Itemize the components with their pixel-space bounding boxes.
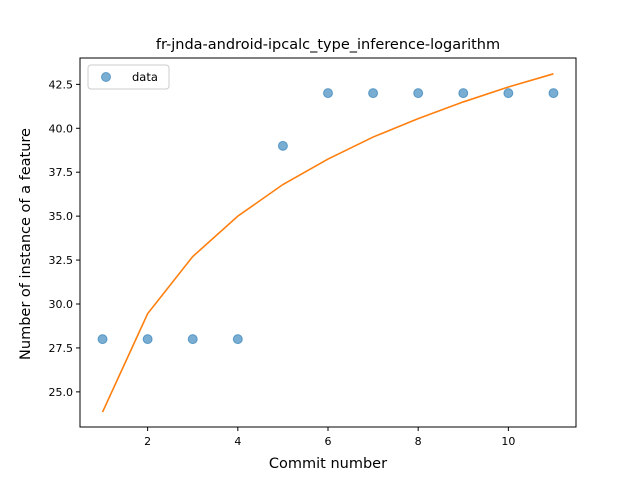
x-tick-label: 4 [234, 435, 241, 448]
plot-area: 2 4 6 8 10 25.0 27.5 30.0 32.5 35.0 37.5 40.0 42.5 [49, 57, 577, 448]
y-tick-label: 37.5 [49, 166, 74, 179]
y-tick-label: 27.5 [49, 342, 74, 355]
y-tick-label: 42.5 [49, 78, 74, 91]
data-point [187, 334, 198, 345]
chart-title: fr-jnda-android-ipcalc_type_inference-lo… [156, 37, 500, 53]
data-point [458, 88, 469, 99]
legend-label: data [132, 70, 158, 84]
data-point [142, 334, 153, 345]
y-tick-label: 30.0 [49, 298, 74, 311]
legend: data [87, 64, 170, 90]
legend-marker [101, 72, 111, 82]
y-axis-label: Number of instance of a feature [18, 128, 34, 360]
y-tick-label: 40.0 [49, 122, 74, 135]
x-tick-label: 6 [325, 435, 332, 448]
y-tick-label: 32.5 [49, 254, 74, 267]
data-point [548, 88, 559, 99]
y-tick-label: 35.0 [49, 210, 74, 223]
y-tick-label: 25.0 [49, 386, 74, 399]
data-point [232, 334, 243, 345]
data-point [323, 88, 333, 99]
x-tick-label: 10 [501, 435, 515, 448]
x-axis-label: Commit number [269, 456, 387, 472]
fit-line [101, 73, 554, 413]
x-tick-label: 8 [415, 435, 422, 448]
data-point [277, 140, 288, 151]
data-point [503, 88, 514, 99]
data-point [413, 88, 424, 99]
data-point [97, 334, 108, 345]
legend-box [87, 64, 170, 90]
x-tick-label: 2 [144, 435, 151, 448]
data-point [368, 88, 379, 99]
